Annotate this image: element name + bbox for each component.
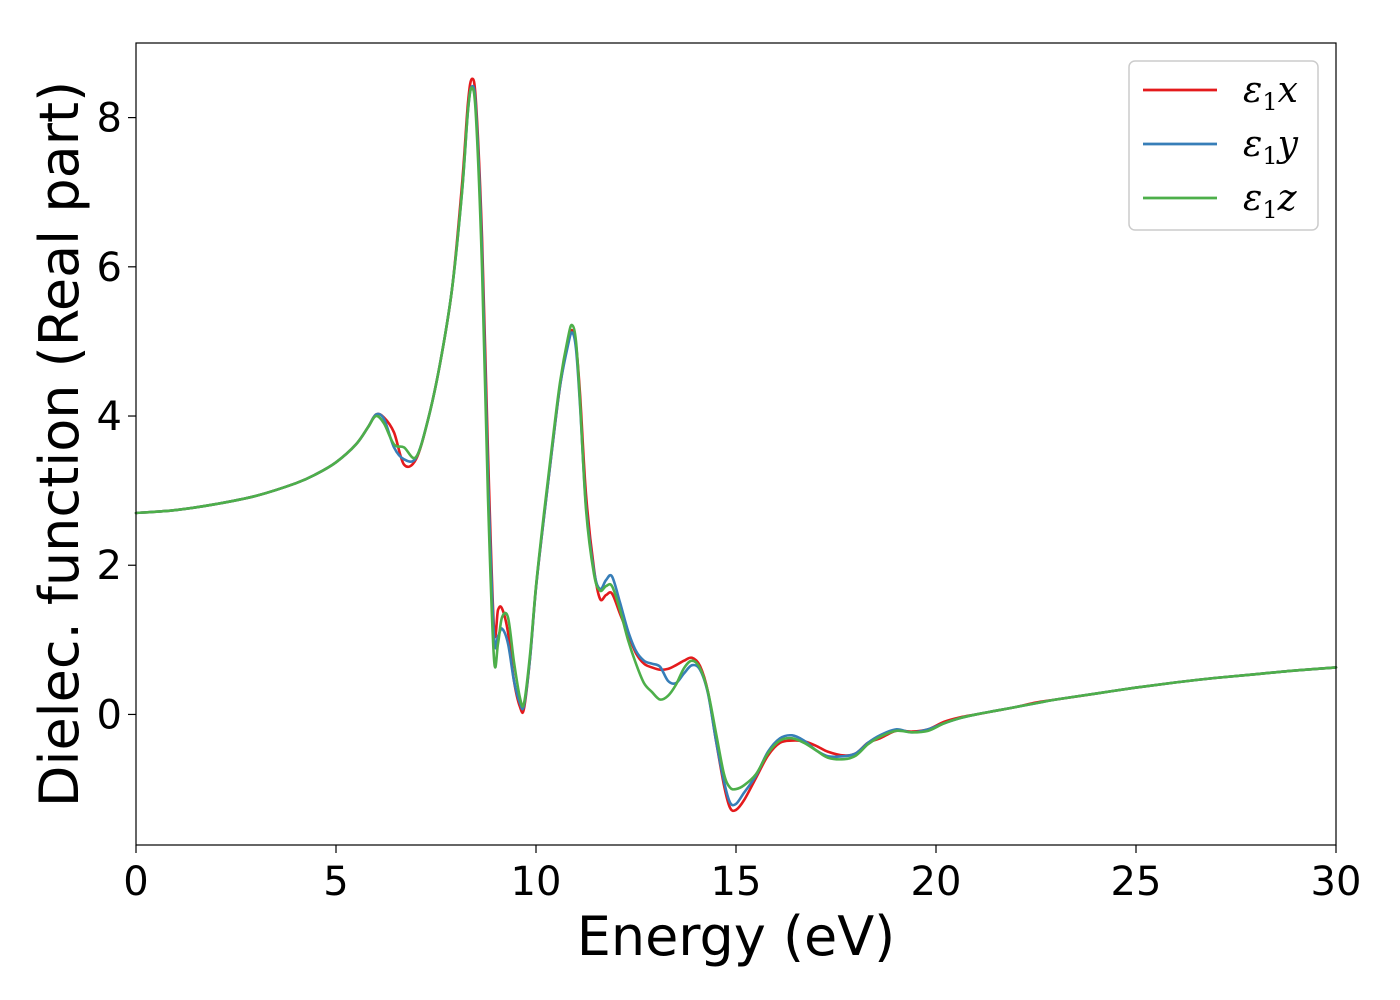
x-tick-label: 15 [711, 859, 762, 905]
series-line-z [134, 86, 1338, 791]
legend-label: ε1y [1243, 124, 1299, 170]
x-tick-label: 0 [123, 859, 148, 905]
x-tick-label: 10 [511, 859, 562, 905]
x-tick-label: 20 [911, 859, 962, 905]
y-tick-label: 2 [97, 543, 122, 589]
legend-label: ε1z [1243, 178, 1298, 224]
legend-entry-z: ε1z [1143, 178, 1298, 224]
x-tick-label: 5 [323, 859, 348, 905]
legend-box [1128, 60, 1319, 231]
y-axis: 0 2 4 6 8 [97, 96, 136, 738]
y-axis-title: Dielec. function (Real part) [28, 81, 91, 807]
x-tick-label: 25 [1111, 859, 1162, 905]
legend-label: ε1x [1243, 70, 1298, 116]
x-axis: 0 5 10 15 20 25 30 [123, 845, 1361, 905]
y-tick-label: 4 [97, 394, 122, 440]
series-layer [134, 77, 1338, 813]
legend-entry-y: ε1y [1143, 124, 1299, 170]
legend-entry-x: ε1x [1143, 70, 1298, 116]
legend: ε1x ε1y ε1z [1128, 60, 1319, 231]
x-axis-title: Energy (eV) [577, 905, 896, 968]
y-tick-label: 6 [97, 245, 122, 291]
y-tick-label: 8 [97, 96, 122, 142]
x-tick-label: 30 [1311, 859, 1362, 905]
y-tick-label: 0 [97, 692, 122, 738]
